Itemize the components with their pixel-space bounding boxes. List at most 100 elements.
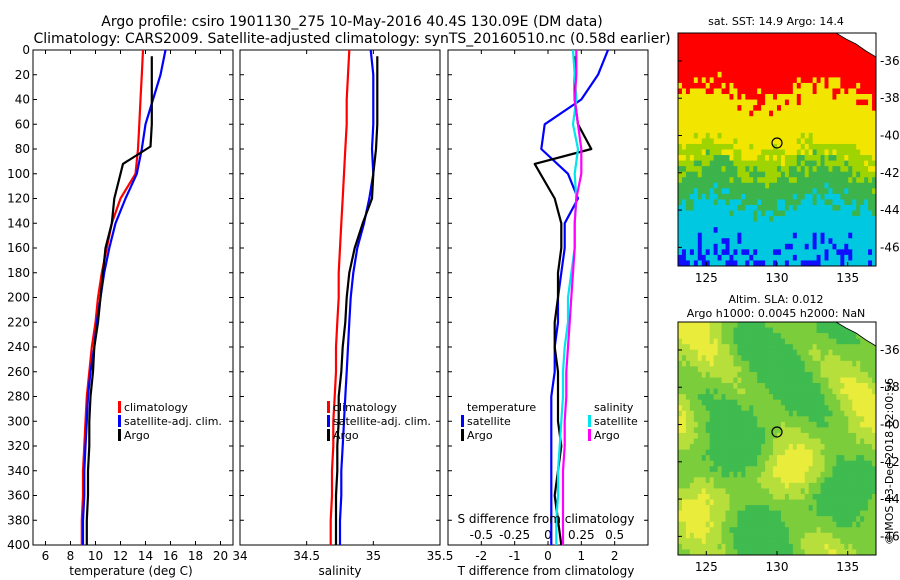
sst-field-cell [844,249,849,256]
sla-field-cell [816,449,821,456]
sla-field-cell [697,405,703,412]
sla-field-cell [856,510,861,517]
sst-field-cell [864,110,869,117]
sst-field-cell [681,149,687,156]
sla-field-cell [784,344,790,351]
sst-field-cell [749,160,754,167]
sst-field-cell [808,38,814,45]
sst-field-cell [725,249,730,256]
sla-field-cell [769,322,774,328]
sst-field-cell [685,221,691,228]
sla-field-cell [804,466,810,473]
sla-field-cell [852,427,857,434]
sst-field-cell [733,82,738,89]
sst-field-cell [717,71,722,78]
sla-field-cell [773,499,778,506]
sla-field-cell [820,333,825,340]
sst-field-cell [741,55,746,62]
sla-field-cell [872,510,877,517]
sla-field-cell [773,360,778,367]
sla-field-cell [856,538,861,545]
sst-field-cell [860,110,865,117]
sst-field-cell [729,138,734,145]
sst-field-cell [709,38,715,45]
sst-field-cell [713,105,718,112]
sla-field-cell [848,438,853,445]
sst-field-cell [832,216,837,223]
sla-field-cell [844,516,849,523]
sla-field-cell [856,394,861,401]
sla-field-cell [761,366,766,373]
sst-field-cell [681,204,687,211]
sst-field-cell [713,138,718,145]
difference-chart: -2 -1 0 1 2-0.5 -0.25 0 0.25 0.5 [448,49,648,563]
sla-field-cell [808,455,814,462]
sla-field-cell [780,543,786,550]
sst-field-cell [840,55,845,62]
series-line-satellite-adj-clim- [338,49,375,545]
sla-field-cell [765,438,770,445]
sla-field-cell [792,383,798,389]
sla-field-cell [872,493,877,500]
sst-field-cell [678,127,683,134]
sst-field-cell [832,60,837,67]
sst-field-cell [725,105,730,112]
sst-field-cell [832,71,837,78]
sst-field-cell [713,182,718,189]
sla-field-cell [741,360,746,367]
sla-field-cell [721,538,726,545]
sst-field-cell [689,60,695,67]
sst-field-cell [864,238,869,245]
sla-field-cell [872,444,877,450]
sla-field-cell [800,510,806,517]
sla-field-cell [713,455,718,462]
sla-field-cell [765,455,770,462]
sla-field-cell [757,421,762,428]
sst-field-cell [824,99,829,106]
sla-field-cell [737,399,742,406]
sla-field-cell [685,449,691,456]
sla-field-cell [685,349,691,356]
sst-field-cell [693,216,699,223]
sst-field-cell [701,66,707,73]
sst-field-cell [856,149,861,156]
sla-field-cell [705,416,711,423]
sla-field-cell [709,399,715,406]
sst-field-cell [788,44,794,51]
sla-field-cell [796,338,802,345]
sst-field-cell [848,82,853,89]
sla-field-cell [737,366,742,373]
sla-field-cell [780,527,786,534]
sla-field-cell [685,432,691,439]
sst-field-cell [769,38,774,45]
sla-field-cell [713,527,718,534]
sst-field-cell [689,249,695,256]
sst-field-cell [681,249,687,256]
sst-field-cell [812,77,817,84]
sst-field-cell [685,182,691,189]
sst-field-cell [773,199,778,206]
sla-field-cell [729,377,734,384]
sst-field-cell [701,155,707,161]
sla-field-cell [701,460,707,467]
sst-field-cell [678,71,683,78]
sla-field-cell [804,482,810,489]
sst-field-cell [745,166,750,173]
sst-field-cell [816,249,821,256]
sla-field-cell [820,327,825,334]
sst-field-cell [701,177,707,184]
sla-field-cell [864,344,869,351]
sla-field-cell [812,449,817,456]
sst-field-cell [777,44,782,51]
sla-field-cell [848,416,853,423]
sla-field-cell [792,421,798,428]
sla-field-cell [725,516,730,523]
sla-field-cell [697,432,703,439]
sla-field-cell [753,322,758,328]
sst-field-cell [725,232,730,239]
sst-field-cell [832,177,837,184]
sla-field-cell [828,410,833,417]
sla-field-cell [753,344,758,351]
sst-field-cell [757,94,762,100]
sst-field-cell [836,66,841,73]
